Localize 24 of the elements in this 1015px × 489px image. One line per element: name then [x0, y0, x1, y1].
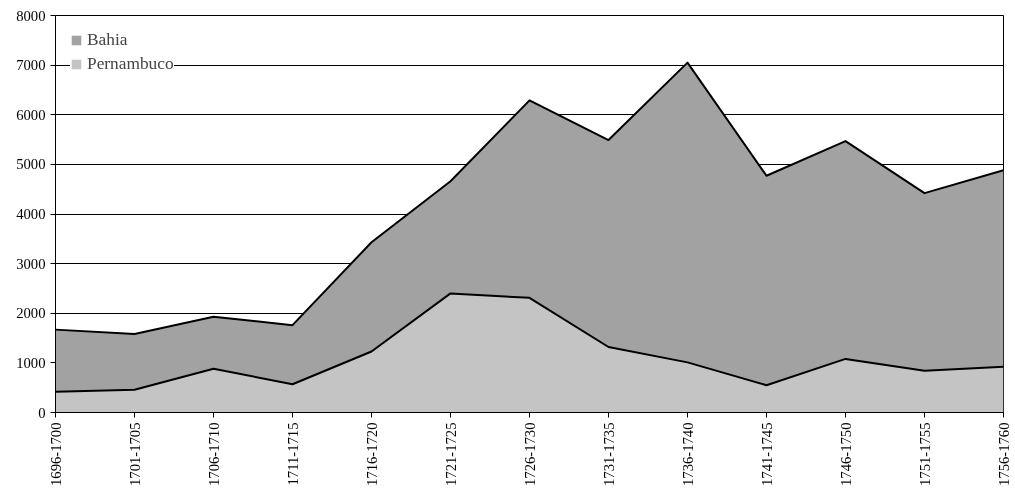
- y-tick-label: 3000: [16, 255, 46, 272]
- y-tick-label: 6000: [16, 106, 46, 123]
- y-tick-label: 7000: [16, 57, 46, 74]
- y-tick-label: 8000: [16, 7, 46, 24]
- x-tick-label: 1706-1710: [205, 422, 222, 487]
- legend-label: Bahia: [87, 30, 128, 50]
- y-tick-label: 0: [38, 404, 46, 421]
- x-tick-label: 1751-1755: [916, 422, 933, 487]
- x-tick-label: 1741-1745: [758, 422, 775, 487]
- x-tick-label: 1726-1730: [521, 422, 538, 487]
- x-tick-label: 1721-1725: [442, 422, 459, 487]
- x-tick-label: 1736-1740: [679, 422, 696, 487]
- x-tick-label: 1756-1760: [995, 422, 1012, 487]
- x-tick-label: 1701-1705: [126, 422, 143, 487]
- x-tick-label: 1711-1715: [284, 422, 301, 486]
- x-tick-label: 1746-1750: [837, 422, 854, 487]
- x-tick-label: 1696-1700: [47, 422, 64, 487]
- y-tick-label: 4000: [16, 206, 46, 222]
- y-tick-label: 2000: [16, 305, 46, 322]
- legend-label: Pernambuco: [87, 54, 174, 74]
- y-tick-label: 1000: [16, 354, 46, 371]
- y-tick-label: 5000: [16, 156, 46, 173]
- x-tick-label: 1731-1735: [600, 422, 617, 487]
- x-tick-label: 1716-1720: [363, 422, 380, 487]
